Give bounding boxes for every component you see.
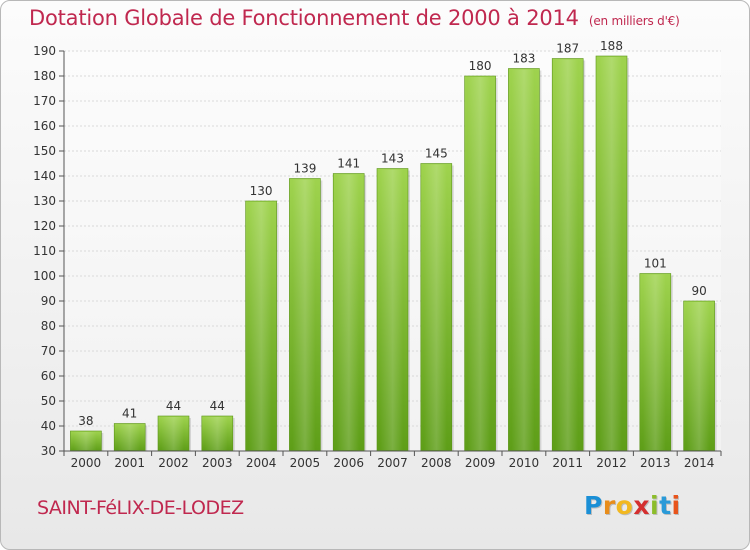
x-tick-label: 2000 xyxy=(71,456,102,470)
bar-value-label: 183 xyxy=(512,52,535,66)
x-tick-label: 2014 xyxy=(684,456,715,470)
logo-letter: r xyxy=(602,491,616,520)
y-tick-label: 40 xyxy=(41,419,56,433)
bar-highlight xyxy=(73,432,97,450)
bar-highlight xyxy=(555,59,579,450)
bar-highlight xyxy=(599,57,622,450)
bar-value-label: 143 xyxy=(381,152,404,166)
bar-value-label: 44 xyxy=(166,399,181,413)
x-axis: 2000 2001 2002 2003 2004 2005 2006 2007 2008 2009… xyxy=(63,450,722,470)
bars: 38 41 44 44 130 139 141 143 145 180 183 187 188 101 90 xyxy=(70,39,717,452)
bar-highlight xyxy=(161,417,184,450)
commune-name: SAINT-FéLIX-DE-LODEZ xyxy=(37,497,244,519)
logo-letter: t xyxy=(659,491,672,520)
x-tick-label: 2007 xyxy=(377,456,408,470)
x-tick-label: 2013 xyxy=(640,456,671,470)
bar-value-label: 188 xyxy=(600,39,623,53)
bar-value-label: 141 xyxy=(337,157,360,171)
x-tick-label: 2005 xyxy=(290,456,321,470)
y-tick-label: 110 xyxy=(33,244,56,258)
bar-highlight xyxy=(467,77,491,450)
x-tick-label: 2002 xyxy=(158,456,189,470)
y-tick-label: 90 xyxy=(41,294,56,308)
x-tick-label: 2010 xyxy=(509,456,540,470)
x-tick-label: 2008 xyxy=(421,456,452,470)
bar-highlight xyxy=(642,274,666,450)
bar-highlight xyxy=(248,202,272,450)
bar-highlight xyxy=(204,417,228,450)
y-tick-label: 80 xyxy=(41,319,56,333)
y-tick-label: 130 xyxy=(33,194,56,208)
logo-letter: i xyxy=(650,491,660,520)
x-tick-label: 2001 xyxy=(114,456,145,470)
bar-highlight xyxy=(380,169,403,450)
x-tick-label: 2011 xyxy=(552,456,583,470)
logo-letter: o xyxy=(615,491,634,520)
bar-highlight xyxy=(117,424,141,450)
bar-value-label: 90 xyxy=(691,284,706,298)
y-tick-label: 70 xyxy=(41,344,56,358)
bar-value-label: 130 xyxy=(250,184,273,198)
bar-value-label: 145 xyxy=(425,147,448,161)
y-tick-label: 160 xyxy=(33,119,56,133)
bar-value-label: 187 xyxy=(556,42,579,56)
y-axis: 30 40 50 60 70 80 90 100 110 120 130 140 150 160 170 18… xyxy=(33,44,65,458)
logo-letter: x xyxy=(633,491,650,520)
x-tick-label: 2004 xyxy=(246,456,277,470)
bar-value-label: 38 xyxy=(78,414,93,428)
bar-value-label: 101 xyxy=(644,257,667,271)
proxiti-logo[interactable]: Proxiti xyxy=(584,491,681,520)
bar-value-label: 44 xyxy=(210,399,225,413)
y-tick-label: 140 xyxy=(33,169,56,183)
x-tick-label: 2009 xyxy=(465,456,496,470)
bar-value-label: 139 xyxy=(293,162,316,176)
y-tick-label: 50 xyxy=(41,394,56,408)
y-tick-label: 120 xyxy=(33,219,56,233)
logo-letter: i xyxy=(671,491,681,520)
x-tick-label: 2006 xyxy=(333,456,364,470)
y-tick-label: 100 xyxy=(33,269,56,283)
y-tick-label: 180 xyxy=(33,69,56,83)
x-tick-label: 2003 xyxy=(202,456,233,470)
y-tick-label: 190 xyxy=(33,44,56,58)
x-tick-label: 2012 xyxy=(596,456,627,470)
bar-value-label: 180 xyxy=(469,59,492,73)
y-tick-label: 150 xyxy=(33,144,56,158)
bar-highlight xyxy=(686,302,710,450)
y-tick-label: 30 xyxy=(41,444,56,458)
title-text: Dotation Globale de Fonctionnement de 20… xyxy=(29,6,579,30)
bar-highlight xyxy=(292,179,316,450)
y-tick-label: 60 xyxy=(41,369,56,383)
chart-title: Dotation Globale de Fonctionnement de 20… xyxy=(29,6,680,30)
bar-highlight xyxy=(423,164,447,450)
unit-label: (en milliers d'€) xyxy=(588,14,680,28)
bar-highlight xyxy=(511,69,535,450)
y-tick-label: 170 xyxy=(33,94,56,108)
bar-value-label: 41 xyxy=(122,407,137,421)
bar-highlight xyxy=(336,174,360,450)
logo-letter: P xyxy=(584,491,603,520)
